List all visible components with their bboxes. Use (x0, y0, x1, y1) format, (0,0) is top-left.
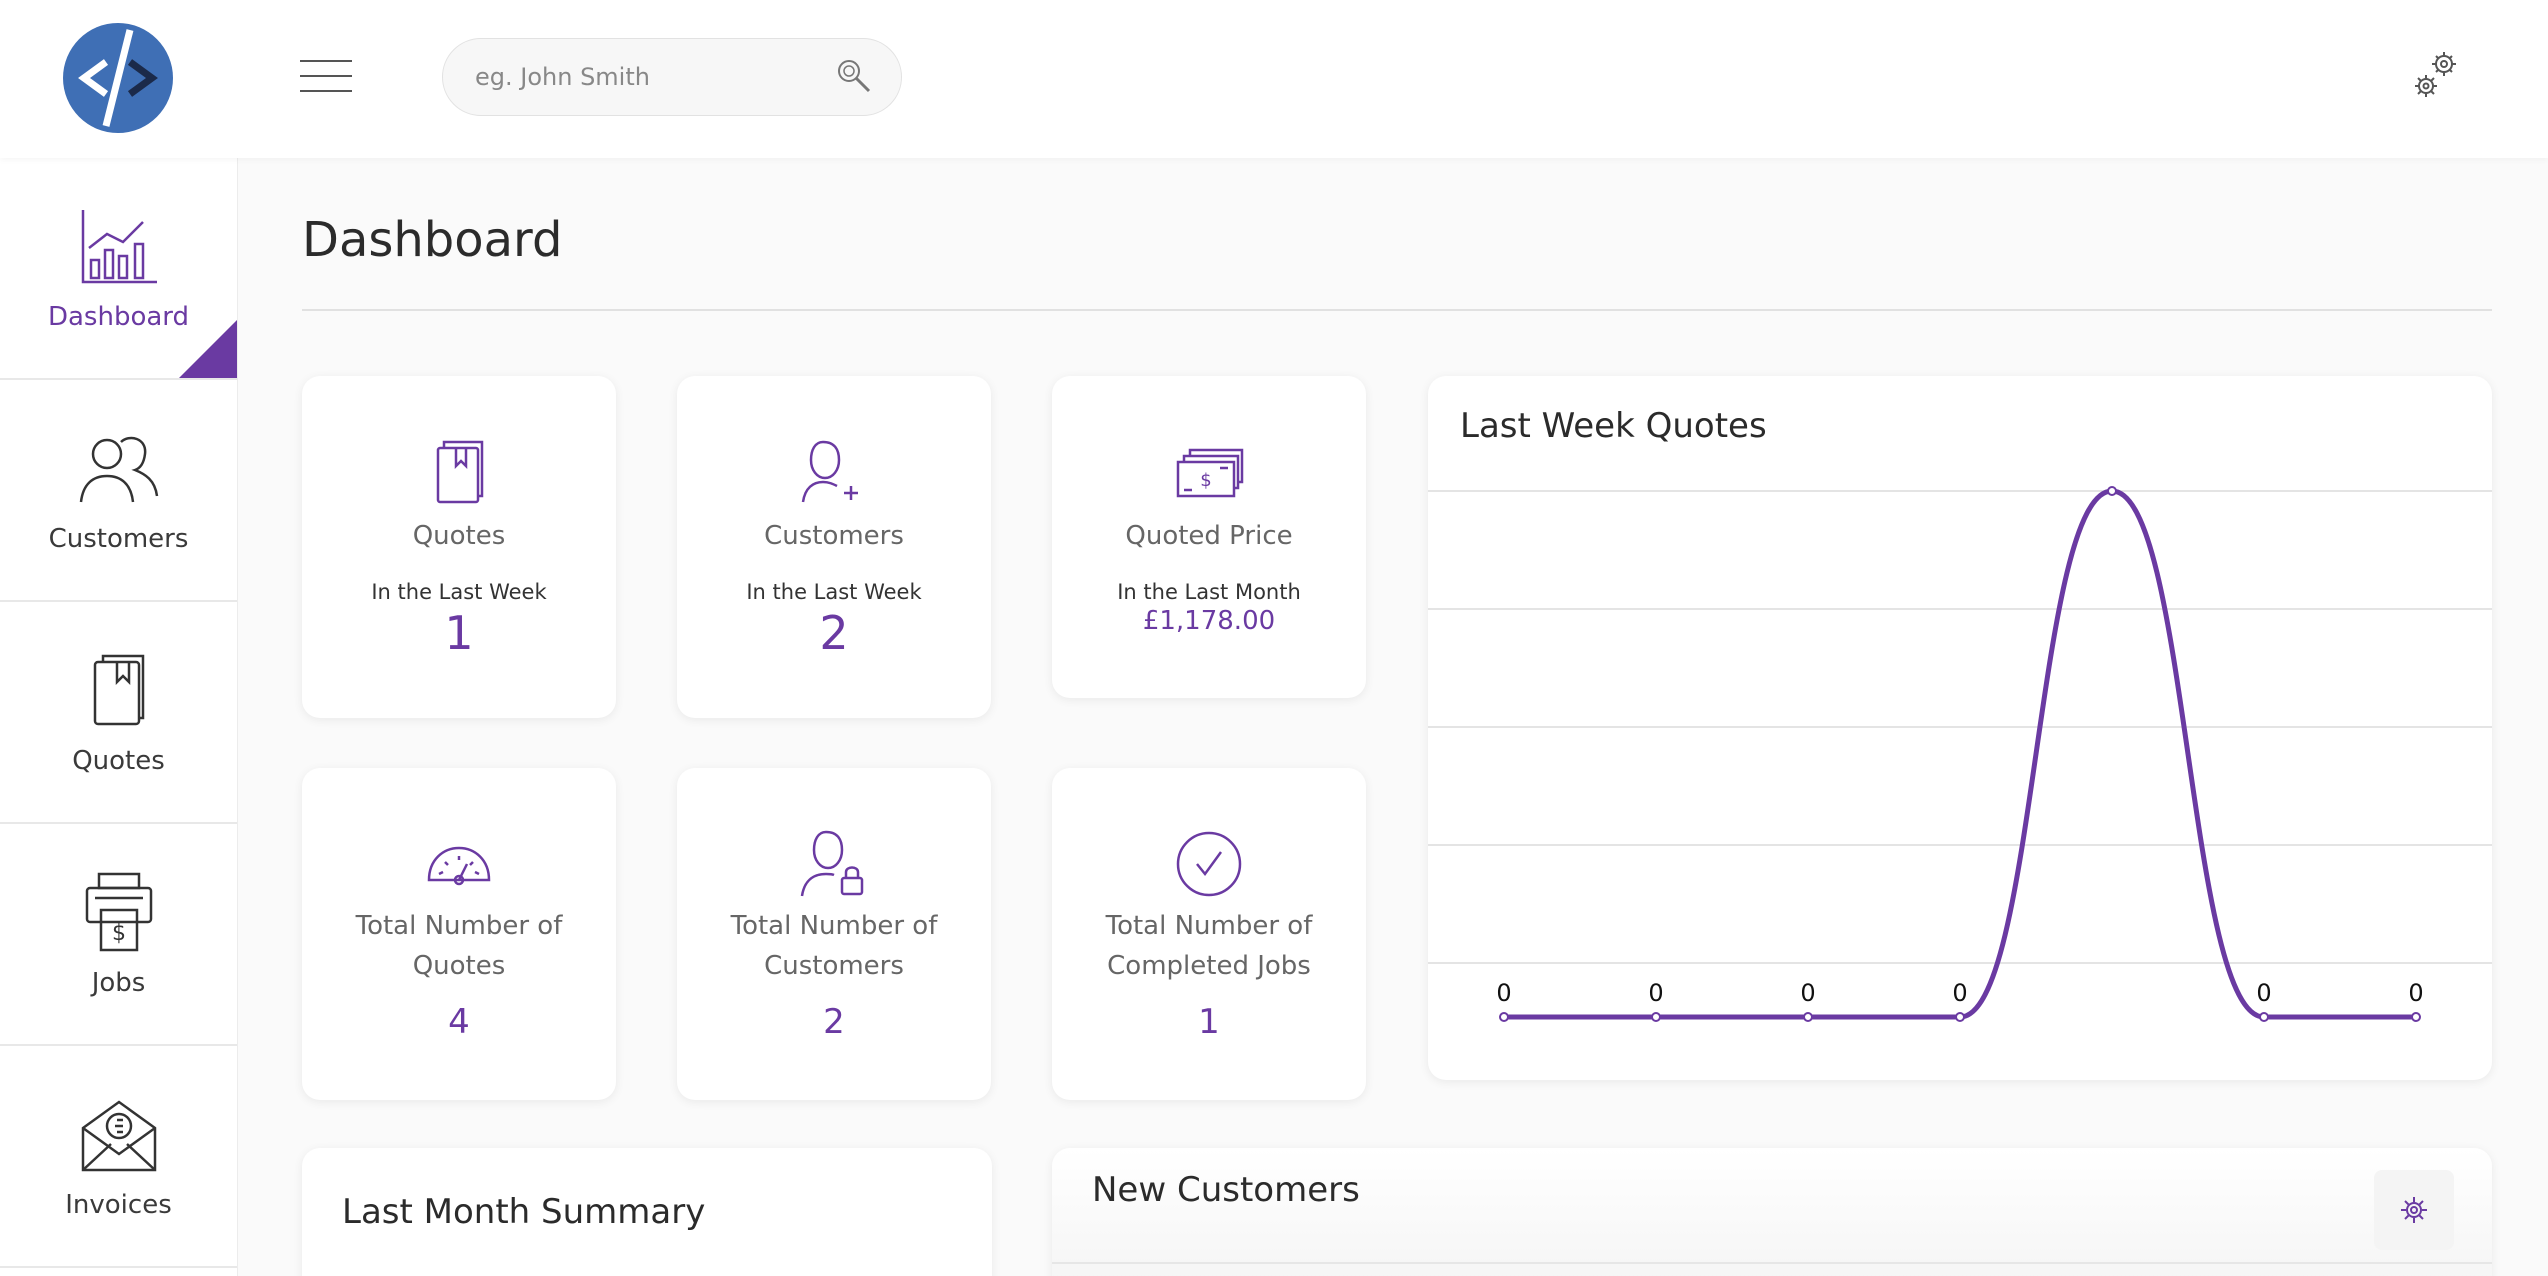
sidebar-item-customers[interactable]: Customers (0, 380, 237, 602)
chart-point[interactable] (2411, 1012, 2421, 1022)
title-divider (302, 309, 2492, 311)
chart-data-label: 0 (2256, 979, 2271, 1007)
svg-text:$: $ (112, 921, 126, 946)
total-value: 4 (448, 1002, 470, 1042)
stat-subtitle: In the Last Month (1117, 580, 1301, 604)
stat-value: 1 (444, 606, 474, 660)
stat-subtitle: In the Last Week (371, 580, 547, 604)
sidebar-item-quotes[interactable]: Quotes (0, 602, 237, 824)
search-input[interactable] (475, 39, 835, 115)
chart-point[interactable] (2259, 1012, 2269, 1022)
cash-register-icon: $ (85, 872, 152, 952)
chart-data-label: 0 (1648, 979, 1663, 1007)
chart-data-label: 0 (1952, 979, 1967, 1007)
stat-title: Quotes (412, 521, 506, 551)
search-box (442, 38, 902, 116)
stat-subtitle: In the Last Week (746, 580, 922, 604)
chart-data-label: 0 (2408, 979, 2423, 1007)
logo-icon[interactable] (62, 22, 174, 134)
card-title: Last Month Summary (342, 1192, 706, 1232)
svg-text:$: $ (1200, 470, 1211, 491)
sidebar-item-label: Invoices (65, 1190, 172, 1220)
top-bar (0, 0, 2548, 158)
card-settings-button[interactable] (2374, 1170, 2454, 1250)
total-card-quotes[interactable]: Total Number of Quotes 4 (302, 768, 616, 1100)
total-value: 1 (1198, 1002, 1220, 1042)
stat-card-quotes[interactable]: Quotes In the Last Week 1 (302, 376, 616, 718)
add-user-icon (801, 440, 858, 503)
user-lock-icon (800, 830, 864, 897)
stat-card-quoted-price[interactable]: $ Quoted Price In the Last Month £1,178.… (1052, 376, 1366, 698)
chart-point[interactable] (1955, 1012, 1965, 1022)
search-icon[interactable] (835, 57, 875, 97)
book-icon (93, 654, 144, 726)
last-month-summary-card: Last Month Summary (302, 1148, 992, 1276)
stat-title: Customers (764, 521, 904, 551)
stat-title: Quoted Price (1125, 521, 1293, 551)
sidebar-item-jobs[interactable]: $ Jobs (0, 824, 237, 1046)
card-title: New Customers (1092, 1170, 1360, 1210)
settings-gear-icon[interactable] (2412, 48, 2464, 104)
sidebar-item-dashboard[interactable]: Dashboard (0, 158, 237, 380)
gauge-icon (427, 846, 491, 886)
chart-point[interactable] (1499, 1012, 1509, 1022)
sidebar-item-invoices[interactable]: Invoices (0, 1046, 237, 1268)
total-title: Total Number of Quotes (355, 911, 563, 981)
chart-point[interactable] (1651, 1012, 1661, 1022)
customers-icon (79, 436, 158, 503)
sidebar-item-label: Dashboard (47, 302, 190, 332)
last-week-quotes-chart: 0 0 0 0 0 0 (1428, 486, 2492, 1022)
stat-value: £1,178.00 (1142, 606, 1276, 636)
sidebar-item-label: Customers (48, 524, 189, 554)
chart-data-label: 0 (1496, 979, 1511, 1007)
sidebar-item-label: Jobs (91, 968, 146, 998)
last-week-quotes-card: 0 0 0 0 0 0 Last Week Quotes (1428, 376, 2492, 1080)
page-title: Dashboard (302, 212, 563, 268)
new-customers-card: New Customers (1052, 1148, 2492, 1276)
card-divider (1052, 1262, 2492, 1264)
chart-title: Last Week Quotes (1460, 406, 1767, 446)
total-title: Total Number of Completed Jobs (1105, 911, 1313, 981)
gear-icon (2401, 1197, 2427, 1223)
envelope-icon (81, 1100, 156, 1172)
menu-toggle-button[interactable] (300, 60, 352, 96)
sidebar: Dashboard Customers Quotes (0, 158, 238, 1276)
chart-series-line (1504, 488, 2416, 1020)
money-icon: $ (1176, 448, 1244, 498)
total-card-completed-jobs[interactable]: Total Number of Completed Jobs 1 (1052, 768, 1366, 1100)
total-card-customers[interactable]: Total Number of Customers 2 (677, 768, 991, 1100)
book-icon (436, 440, 484, 504)
chart-data-label: 0 (1800, 979, 1815, 1007)
stat-card-customers[interactable]: Customers In the Last Week 2 (677, 376, 991, 718)
sidebar-item-label: Quotes (72, 746, 165, 776)
total-value: 2 (823, 1002, 845, 1042)
chart-point[interactable] (1803, 1012, 1813, 1022)
total-title: Total Number of Customers (730, 911, 938, 981)
stat-value: 2 (819, 606, 849, 660)
chart-point[interactable] (2107, 486, 2117, 496)
check-circle-icon (1176, 831, 1242, 897)
chart-icon (81, 210, 157, 284)
